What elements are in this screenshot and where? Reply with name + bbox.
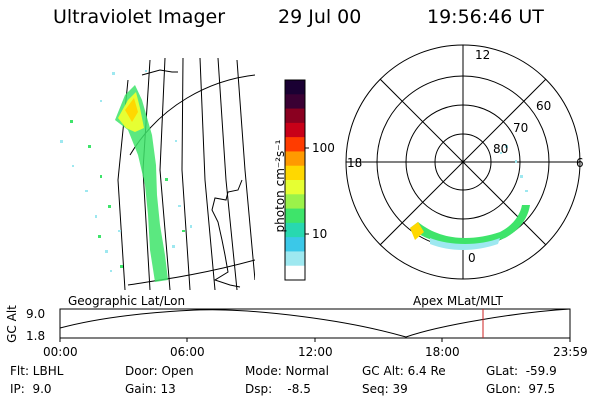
- instrument-title: Ultraviolet Imager: [53, 6, 226, 28]
- colorbar-band: [285, 122, 305, 138]
- mlat-label-80: 80: [493, 142, 509, 156]
- altitude-curve: [59, 308, 571, 338]
- info-glat: GLat: -59.9: [486, 364, 557, 378]
- x-label-0600: 06:00: [170, 345, 205, 359]
- info-mode: Mode: Normal: [245, 364, 329, 378]
- info-door: Door: Open: [125, 364, 194, 378]
- info-seq: Seq: 39: [362, 382, 408, 396]
- colorbar-band: [285, 165, 305, 181]
- colorbar-band: [285, 151, 305, 167]
- geographic-image: [60, 57, 255, 290]
- colorbar-band: [285, 265, 305, 281]
- colorbar-band: [285, 208, 305, 224]
- x-label-1800: 18:00: [425, 345, 460, 359]
- colorbar-band: [285, 108, 305, 124]
- noise-specks-green: [70, 120, 185, 268]
- aurora-oval-polar: [410, 145, 530, 250]
- mlat-label-70: 70: [513, 121, 529, 135]
- time-label: 19:56:46 UT: [427, 6, 544, 28]
- colorbar-band: [285, 237, 305, 252]
- x-label-1200: 12:00: [298, 345, 333, 359]
- x-label-0000: 00:00: [43, 345, 78, 359]
- colorbar-band: [285, 80, 305, 95]
- date-label: 29 Jul 00: [278, 6, 362, 28]
- colorbar-band: [285, 137, 305, 152]
- altitude-y-max: 9.0: [26, 307, 46, 321]
- colorbar-band: [285, 180, 305, 195]
- polar-diagonal-2: [379, 78, 547, 246]
- altitude-y-min: 1.8: [26, 329, 46, 343]
- colorbar-band: [285, 251, 305, 267]
- colorbar-label-100: 100: [312, 141, 335, 155]
- colorbar-label-10: 10: [312, 227, 328, 241]
- mlt-label-0: 0: [468, 251, 476, 265]
- info-gc-alt: GC Alt: 6.4 Re: [362, 364, 446, 378]
- aurora-band-geo: [115, 85, 168, 282]
- mlt-label-12: 12: [475, 48, 491, 62]
- altitude-plot-frame: [59, 308, 571, 339]
- info-dsp: Dsp: -8.5: [245, 382, 311, 396]
- aurora-yellow-geo: [125, 98, 138, 122]
- coastline: [211, 179, 243, 288]
- info-filter: Flt: LBHL: [10, 364, 64, 378]
- colorbar: [284, 79, 309, 281]
- x-label-2359: 23:59: [553, 345, 588, 359]
- polar-caption: Apex MLat/MLT: [413, 294, 503, 308]
- colorbar-unit-label: photon cm⁻²s⁻¹: [273, 139, 287, 233]
- altitude-plot: [59, 308, 571, 342]
- colorbar-frame: [284, 79, 306, 281]
- colorbar-band: [285, 94, 305, 110]
- info-glon: GLon: 97.5: [486, 382, 556, 396]
- geographic-caption: Geographic Lat/Lon: [68, 294, 186, 308]
- noise-specks: [60, 70, 192, 272]
- colorbar-bands: [285, 80, 305, 281]
- colorbar-band: [285, 222, 305, 238]
- info-ip: IP: 9.0: [10, 382, 52, 396]
- info-gain: Gain: 13: [125, 382, 176, 396]
- altitude-axis-label: GC Alt: [5, 305, 19, 343]
- mlt-label-6: 6: [576, 156, 584, 170]
- colorbar-band: [285, 194, 305, 210]
- mlat-label-60: 60: [536, 99, 552, 113]
- mlt-label-18: 18: [347, 156, 363, 170]
